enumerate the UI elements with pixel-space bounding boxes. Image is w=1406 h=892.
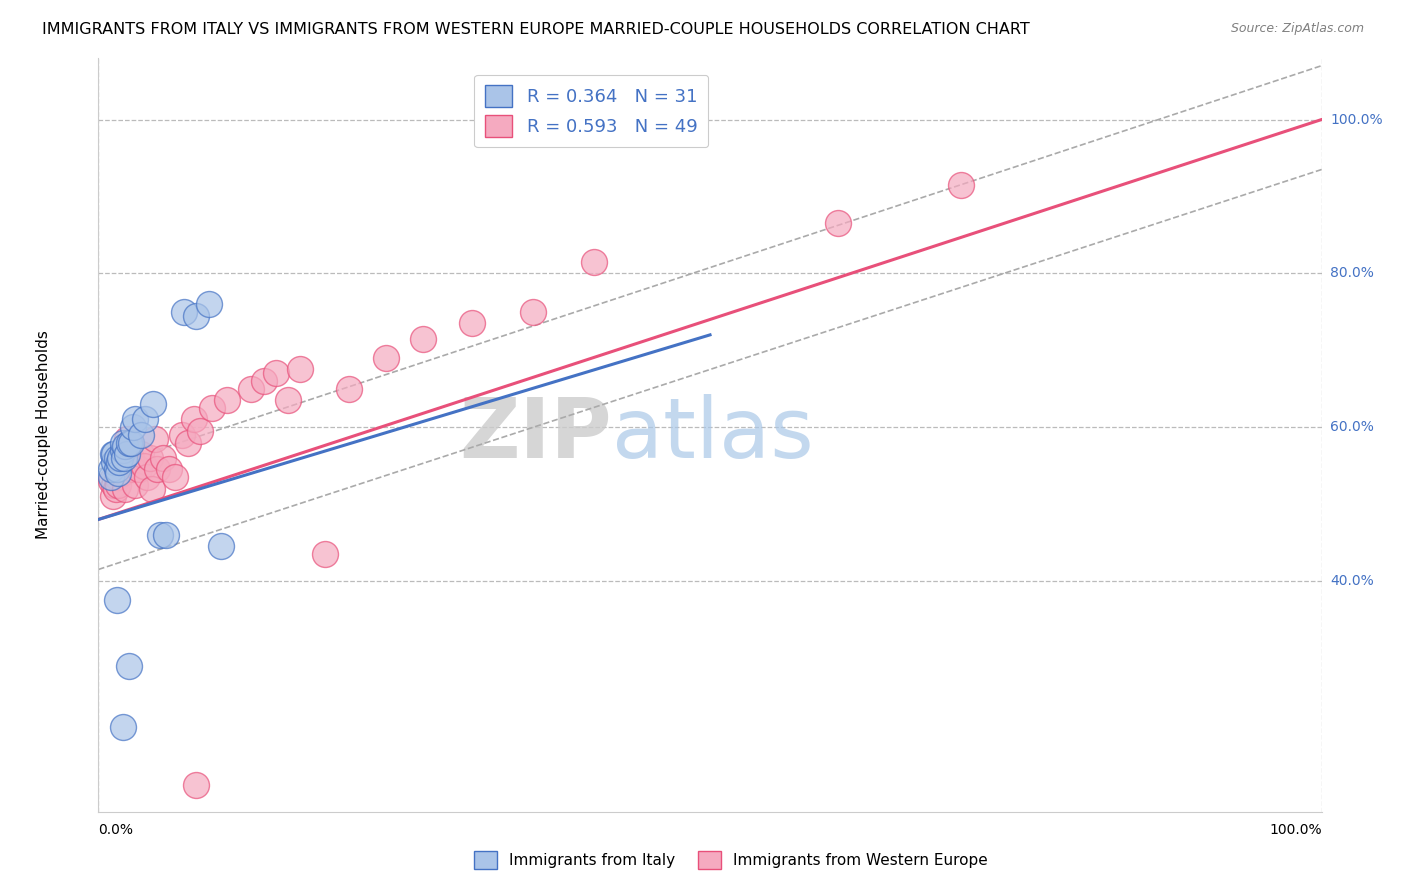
Text: 100.0%: 100.0% bbox=[1270, 823, 1322, 838]
Point bbox=[111, 450, 134, 465]
Point bbox=[374, 351, 396, 365]
Point bbox=[142, 397, 165, 411]
Point bbox=[186, 778, 208, 792]
Point bbox=[112, 443, 135, 458]
Point bbox=[143, 432, 166, 446]
Text: ZIP: ZIP bbox=[460, 394, 612, 475]
Point bbox=[105, 462, 128, 476]
Text: 40.0%: 40.0% bbox=[1330, 574, 1374, 588]
Point bbox=[111, 443, 134, 458]
Point bbox=[103, 478, 125, 492]
Point bbox=[134, 412, 156, 426]
Point bbox=[186, 309, 208, 323]
Text: Source: ZipAtlas.com: Source: ZipAtlas.com bbox=[1230, 22, 1364, 36]
Point bbox=[101, 447, 124, 461]
Point bbox=[149, 528, 172, 542]
Point bbox=[121, 462, 143, 476]
Point bbox=[139, 450, 162, 465]
Point bbox=[177, 435, 200, 450]
Point bbox=[155, 528, 177, 542]
Text: 0.0%: 0.0% bbox=[98, 823, 134, 838]
Point bbox=[165, 470, 187, 484]
Point bbox=[120, 435, 142, 450]
Point bbox=[264, 367, 287, 381]
Point bbox=[128, 462, 150, 476]
Point bbox=[173, 305, 195, 319]
Point bbox=[112, 450, 135, 465]
Point bbox=[129, 447, 152, 461]
Text: atlas: atlas bbox=[612, 394, 814, 475]
Point bbox=[215, 393, 238, 408]
Text: IMMIGRANTS FROM ITALY VS IMMIGRANTS FROM WESTERN EUROPE MARRIED-COUPLE HOUSEHOLD: IMMIGRANTS FROM ITALY VS IMMIGRANTS FROM… bbox=[42, 22, 1031, 37]
Point bbox=[115, 432, 138, 446]
Point bbox=[105, 470, 128, 484]
Point bbox=[136, 470, 159, 484]
Point bbox=[118, 658, 141, 673]
Point bbox=[157, 462, 180, 476]
Point bbox=[949, 178, 972, 192]
Point bbox=[582, 254, 605, 268]
Point bbox=[124, 478, 146, 492]
Point bbox=[314, 547, 336, 561]
Point bbox=[412, 332, 434, 346]
Point bbox=[111, 435, 134, 450]
Point bbox=[132, 458, 155, 473]
Point bbox=[100, 462, 122, 476]
Point bbox=[103, 447, 125, 461]
Text: 60.0%: 60.0% bbox=[1330, 420, 1374, 434]
Point bbox=[103, 455, 125, 469]
Point bbox=[209, 540, 232, 554]
Point bbox=[183, 412, 205, 426]
Point bbox=[114, 482, 136, 496]
Point bbox=[170, 428, 193, 442]
Point bbox=[118, 435, 141, 450]
Point bbox=[141, 482, 163, 496]
Text: 80.0%: 80.0% bbox=[1330, 267, 1374, 280]
Legend: R = 0.364   N = 31, R = 0.593   N = 49: R = 0.364 N = 31, R = 0.593 N = 49 bbox=[474, 75, 709, 147]
Legend: Immigrants from Italy, Immigrants from Western Europe: Immigrants from Italy, Immigrants from W… bbox=[468, 845, 994, 875]
Point bbox=[197, 297, 219, 311]
Point bbox=[114, 439, 136, 453]
Point bbox=[240, 382, 263, 396]
Point bbox=[121, 420, 143, 434]
Point bbox=[107, 467, 129, 481]
Point bbox=[827, 216, 849, 230]
Point bbox=[110, 450, 132, 465]
Point bbox=[111, 720, 134, 734]
Text: 100.0%: 100.0% bbox=[1330, 112, 1382, 127]
Point bbox=[108, 455, 131, 469]
Point bbox=[105, 593, 128, 607]
Point bbox=[129, 428, 152, 442]
Point bbox=[101, 489, 124, 503]
Point bbox=[105, 450, 128, 465]
Point bbox=[152, 450, 174, 465]
Point bbox=[188, 424, 211, 438]
Point bbox=[100, 474, 122, 488]
Point bbox=[115, 447, 138, 461]
Point bbox=[146, 462, 169, 476]
Point bbox=[290, 362, 312, 376]
Point bbox=[118, 435, 141, 450]
Point bbox=[252, 374, 274, 388]
Point bbox=[124, 412, 146, 426]
Point bbox=[522, 305, 544, 319]
Point bbox=[100, 470, 122, 484]
Point bbox=[460, 316, 482, 330]
Point bbox=[107, 478, 129, 492]
Point bbox=[201, 401, 224, 415]
Text: Married-couple Households: Married-couple Households bbox=[37, 330, 51, 540]
Point bbox=[104, 482, 127, 496]
Point bbox=[107, 462, 129, 476]
Point bbox=[277, 393, 299, 408]
Point bbox=[120, 450, 142, 465]
Point bbox=[110, 458, 132, 473]
Point bbox=[337, 382, 360, 396]
Point bbox=[111, 467, 134, 481]
